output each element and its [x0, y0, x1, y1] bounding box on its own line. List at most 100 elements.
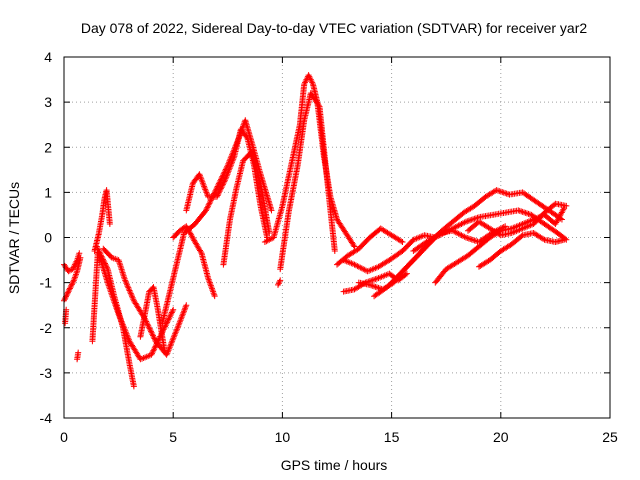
- data-point: [68, 282, 75, 289]
- series-arc-20: [340, 270, 410, 295]
- data-point: [402, 271, 409, 278]
- data-point: [213, 184, 220, 191]
- data-point: [215, 180, 222, 187]
- series-arc-5: [89, 248, 101, 345]
- series-arc-18: [334, 225, 406, 268]
- x-tick-label: 25: [602, 429, 618, 445]
- y-tick-labels: -4 -3 -2 -1 0 1 2 3 4: [40, 49, 53, 426]
- data-point: [61, 296, 68, 303]
- data-point: [220, 172, 226, 179]
- data-point: [166, 315, 173, 322]
- series-arc-24: [432, 205, 568, 286]
- data-point: [170, 306, 177, 313]
- x-tick-labels: 0 5 10 15 20 25: [60, 429, 618, 445]
- data-point: [211, 190, 218, 197]
- series-arc-13: [183, 126, 271, 241]
- data-point: [98, 253, 105, 260]
- data-point: [129, 294, 136, 301]
- data-point: [100, 257, 107, 264]
- series-arc-26: [465, 200, 570, 239]
- series-arc-25: [476, 230, 568, 270]
- data-point: [125, 286, 132, 293]
- data-point: [149, 349, 156, 355]
- data-point: [218, 176, 224, 183]
- data-point: [147, 327, 154, 333]
- data-point: [62, 295, 69, 301]
- data-point: [128, 291, 135, 298]
- data-point: [101, 259, 108, 266]
- data-points: [61, 72, 570, 390]
- y-tick-label: 1: [44, 184, 52, 200]
- series-arc-8: [95, 248, 137, 390]
- grid-lines: [64, 57, 610, 418]
- data-point: [212, 187, 219, 194]
- data-point: [68, 281, 75, 288]
- data-point: [145, 324, 152, 331]
- data-point: [213, 186, 220, 193]
- data-point: [163, 320, 170, 327]
- data-point: [563, 202, 570, 209]
- data-point: [97, 250, 104, 257]
- x-axis-label: GPS time / hours: [281, 457, 388, 473]
- data-point: [66, 285, 73, 292]
- data-point: [206, 200, 213, 207]
- data-point: [130, 383, 137, 390]
- series-arc-21: [355, 223, 509, 293]
- data-point: [518, 233, 525, 240]
- data-point: [205, 203, 211, 210]
- data-point: [266, 229, 273, 236]
- data-point: [104, 264, 110, 271]
- data-point: [151, 346, 158, 353]
- y-tick-label: 2: [44, 139, 52, 155]
- data-point: [219, 181, 226, 188]
- data-point: [75, 349, 82, 356]
- data-point: [167, 312, 174, 319]
- data-point: [164, 319, 171, 326]
- data-point: [148, 328, 154, 335]
- x-tick-label: 10: [275, 429, 291, 445]
- data-point: [216, 188, 223, 195]
- data-point: [98, 252, 104, 259]
- data-point: [215, 182, 222, 188]
- data-point: [145, 322, 152, 329]
- data-point: [99, 255, 106, 261]
- data-point: [150, 347, 157, 354]
- data-point: [148, 351, 155, 358]
- data-point: [183, 302, 190, 309]
- data-point: [102, 261, 109, 268]
- data-point: [205, 201, 212, 208]
- data-point: [207, 199, 214, 205]
- data-point: [197, 248, 204, 255]
- data-point: [398, 238, 405, 245]
- data-point: [331, 248, 338, 255]
- data-point: [149, 331, 156, 338]
- data-point: [95, 248, 102, 254]
- data-point: [124, 283, 131, 290]
- data-point: [168, 309, 175, 316]
- data-point: [218, 184, 225, 191]
- data-point: [268, 207, 275, 214]
- x-tick-label: 20: [493, 429, 509, 445]
- chart-title: Day 078 of 2022, Sidereal Day-to-day VTE…: [81, 20, 587, 36]
- y-tick-label: -1: [40, 275, 53, 291]
- data-point: [203, 207, 209, 214]
- data-point: [213, 193, 220, 200]
- data-point: [217, 177, 224, 184]
- data-point: [65, 288, 72, 295]
- series-arc-6: [91, 187, 113, 254]
- series-arc-16: [277, 90, 338, 273]
- data-point: [70, 278, 77, 285]
- y-axis-label: SDTVAR / TECUs: [6, 182, 22, 294]
- data-point: [146, 325, 153, 332]
- data-point: [217, 186, 224, 193]
- series-arc-19: [340, 232, 439, 275]
- data-point: [149, 350, 155, 357]
- axis-ticks: [63, 56, 611, 419]
- data-point: [165, 316, 172, 323]
- data-point: [218, 175, 225, 181]
- data-point: [276, 278, 283, 285]
- data-point: [214, 192, 221, 199]
- data-point: [96, 249, 103, 256]
- data-point: [203, 206, 210, 212]
